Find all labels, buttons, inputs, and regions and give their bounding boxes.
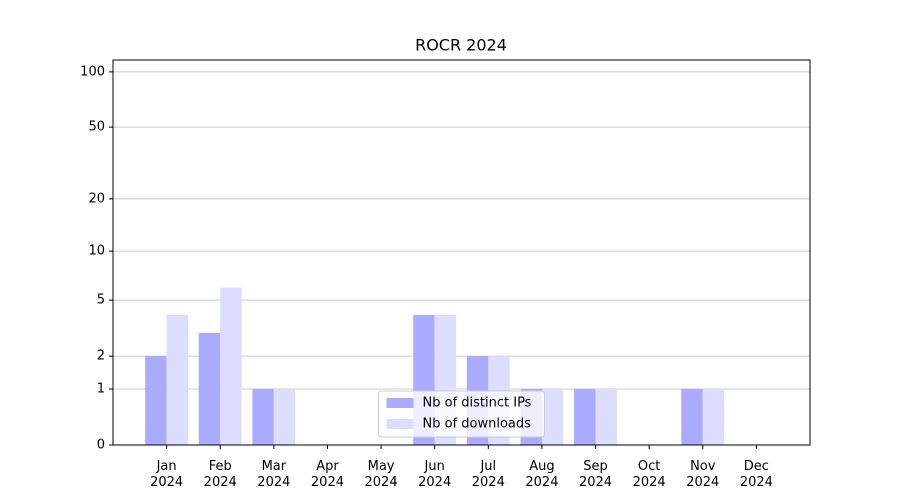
y-tick-label: 50 <box>88 120 105 135</box>
y-tick-label: 10 <box>88 244 105 259</box>
bar <box>252 388 274 445</box>
x-tick-label: Aug 2024 <box>525 459 558 490</box>
y-tick-label: 1 <box>97 381 105 396</box>
x-tick-label: Dec 2024 <box>740 459 773 490</box>
y-tick-label: 2 <box>97 349 105 364</box>
bar <box>220 287 242 445</box>
x-tick-label: Nov 2024 <box>686 459 719 490</box>
x-tick-label: Oct 2024 <box>633 459 666 490</box>
plot-frame <box>112 59 811 446</box>
legend-box <box>378 390 545 438</box>
y-tick-label: 5 <box>97 293 105 308</box>
x-tick-label: Mar 2024 <box>257 459 290 490</box>
bar <box>166 314 189 445</box>
x-tick-label: May 2024 <box>365 459 398 490</box>
y-tick-label: 20 <box>88 191 105 206</box>
legend-label: Nb of distinct IPs <box>423 396 532 411</box>
bar <box>702 388 725 445</box>
x-tick-label: Sep 2024 <box>579 459 612 490</box>
legend-swatch <box>386 419 414 429</box>
bar <box>681 388 703 445</box>
y-tick-label: 0 <box>97 438 105 453</box>
chart-title: ROCR 2024 <box>415 36 507 55</box>
legend-swatch <box>386 398 414 408</box>
bar <box>145 356 167 445</box>
bar <box>198 332 221 445</box>
bar <box>541 388 564 445</box>
x-tick-label: Jun 2024 <box>418 459 451 490</box>
legend: Nb of distinct IPs Nb of downloads <box>378 390 545 438</box>
bar <box>595 388 617 445</box>
x-tick-label: Jul 2024 <box>472 459 505 490</box>
x-tick-label: Feb 2024 <box>204 459 237 490</box>
bar <box>273 388 296 445</box>
bar <box>574 388 596 445</box>
legend-label: Nb of downloads <box>423 417 532 432</box>
y-tick-label: 100 <box>80 64 105 79</box>
x-tick-label: Apr 2024 <box>311 459 344 490</box>
x-tick-label: Jan 2024 <box>150 459 183 490</box>
